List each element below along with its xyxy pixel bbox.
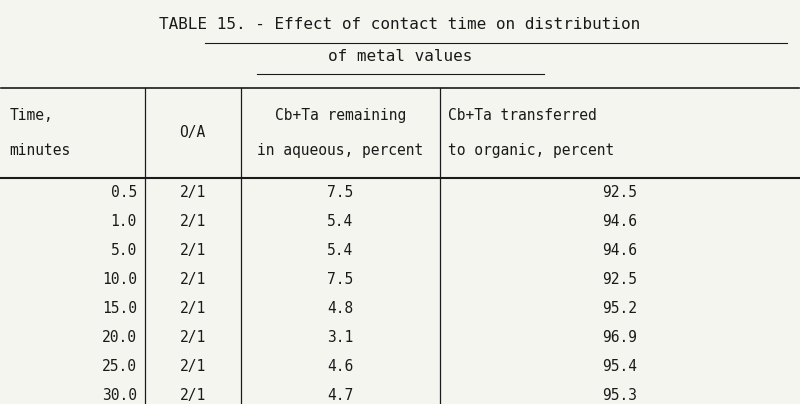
Text: of metal values: of metal values xyxy=(328,48,472,63)
Text: 7.5: 7.5 xyxy=(327,185,354,200)
Text: minutes: minutes xyxy=(10,143,70,158)
Text: 95.3: 95.3 xyxy=(602,388,637,403)
Text: 2/1: 2/1 xyxy=(179,330,206,345)
Text: TABLE 15. - Effect of contact time on distribution: TABLE 15. - Effect of contact time on di… xyxy=(159,17,641,32)
Text: in aqueous, percent: in aqueous, percent xyxy=(257,143,423,158)
Text: 4.8: 4.8 xyxy=(327,301,354,316)
Text: 20.0: 20.0 xyxy=(102,330,137,345)
Text: 94.6: 94.6 xyxy=(602,243,637,258)
Text: 5.0: 5.0 xyxy=(110,243,137,258)
Text: 0.5: 0.5 xyxy=(110,185,137,200)
Text: 4.7: 4.7 xyxy=(327,388,354,403)
Text: 4.6: 4.6 xyxy=(327,359,354,374)
Text: 2/1: 2/1 xyxy=(179,185,206,200)
Text: 2/1: 2/1 xyxy=(179,214,206,229)
Text: 7.5: 7.5 xyxy=(327,272,354,287)
Text: 5.4: 5.4 xyxy=(327,243,354,258)
Text: 2/1: 2/1 xyxy=(179,272,206,287)
Text: 10.0: 10.0 xyxy=(102,272,137,287)
Text: 2/1: 2/1 xyxy=(179,243,206,258)
Text: 5.4: 5.4 xyxy=(327,214,354,229)
Text: 2/1: 2/1 xyxy=(179,388,206,403)
Text: Time,: Time, xyxy=(10,108,53,123)
Text: 92.5: 92.5 xyxy=(602,185,637,200)
Text: 25.0: 25.0 xyxy=(102,359,137,374)
Text: 2/1: 2/1 xyxy=(179,301,206,316)
Text: 2/1: 2/1 xyxy=(179,359,206,374)
Text: 15.0: 15.0 xyxy=(102,301,137,316)
Text: 92.5: 92.5 xyxy=(602,272,637,287)
Text: 96.9: 96.9 xyxy=(602,330,637,345)
Text: 95.2: 95.2 xyxy=(602,301,637,316)
Text: 94.6: 94.6 xyxy=(602,214,637,229)
Text: to organic, percent: to organic, percent xyxy=(448,143,614,158)
Text: O/A: O/A xyxy=(179,126,206,141)
Text: 3.1: 3.1 xyxy=(327,330,354,345)
Text: Cb+Ta transferred: Cb+Ta transferred xyxy=(448,108,597,123)
Text: 95.4: 95.4 xyxy=(602,359,637,374)
Text: 1.0: 1.0 xyxy=(110,214,137,229)
Text: 30.0: 30.0 xyxy=(102,388,137,403)
Text: Cb+Ta remaining: Cb+Ta remaining xyxy=(274,108,406,123)
